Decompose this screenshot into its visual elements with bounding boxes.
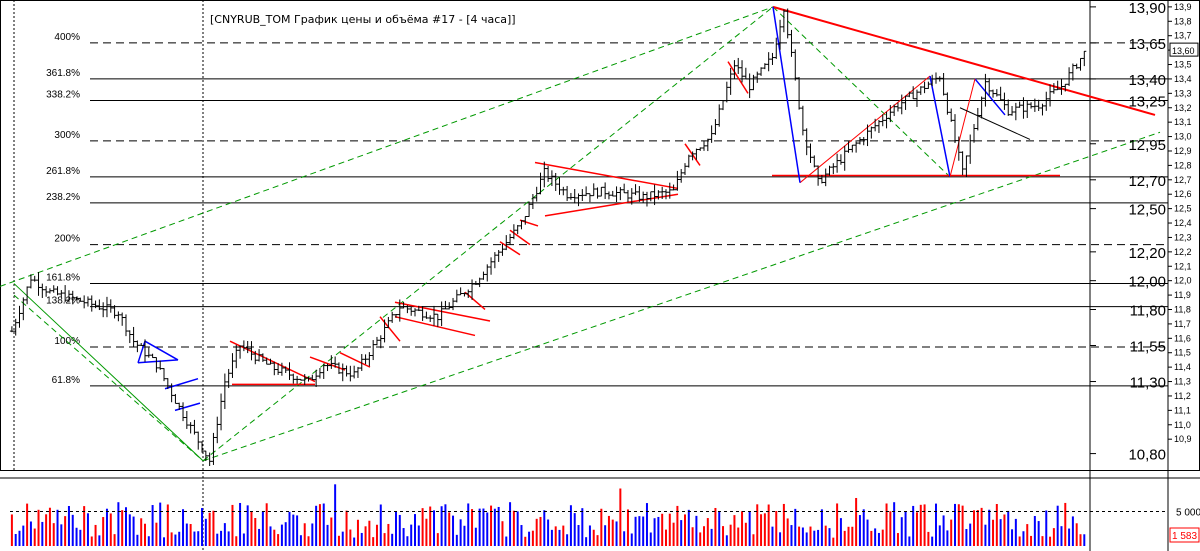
axis-tick-label: 13,3 (1174, 88, 1192, 98)
axis-major-label: 10,80 (1128, 447, 1166, 464)
axis-tick-label: 12,2 (1174, 247, 1192, 257)
axis-major-label: 11,80 (1130, 302, 1166, 319)
fib-level-label: 300% (54, 130, 80, 141)
fib-level-label: 400% (54, 32, 80, 43)
axis-major-label: 13,40 (1128, 72, 1166, 89)
channel-line (13, 283, 204, 462)
pattern-line (534, 161, 679, 190)
axis-major-label: 12,50 (1128, 202, 1166, 219)
channel-line (202, 131, 1161, 462)
axis-tick-label: 12,9 (1174, 146, 1192, 156)
pattern-line (339, 352, 371, 368)
axis-tick-label: 11,8 (1174, 304, 1191, 314)
axis-tick-label: 13,9 (1174, 2, 1192, 12)
chart-title: [CNYRUB_TOM График цены и объёма #17 - [… (210, 13, 516, 26)
pattern-line (727, 61, 749, 94)
axis-tick-label: 13,5 (1174, 60, 1192, 70)
channel-line (0, 6, 774, 287)
axis-tick-label: 13,1 (1174, 117, 1192, 127)
axis-tick-label: 13,7 (1174, 31, 1192, 41)
axis-tick-label: 11,7 (1174, 319, 1191, 329)
axis-tick-label: 11,1 (1174, 405, 1191, 415)
volume-tick-label: 5 000 (1176, 508, 1200, 519)
axis-major-label: 12,20 (1128, 245, 1166, 262)
axis-tick-label: 11,6 (1174, 333, 1191, 343)
last-price-box (1169, 42, 1199, 57)
axis-tick-label: 11,4 (1174, 362, 1191, 372)
axis-tick-label: 13,0 (1174, 132, 1192, 142)
axis-tick-label: 11,0 (1174, 420, 1191, 430)
trend-line (799, 75, 931, 184)
trend-line (959, 107, 1031, 140)
axis-tick-label: 13,8 (1174, 16, 1192, 26)
last-volume-label: 1 583 (1172, 531, 1197, 542)
pattern-line (544, 193, 679, 217)
channel-line (202, 6, 774, 462)
pattern-lines (137, 5, 1156, 412)
axis-major-label: 11,55 (1130, 339, 1166, 356)
price-axis: 13,913,813,713,613,513,413,313,213,113,0… (1090, 0, 1199, 464)
pattern-line (394, 315, 476, 337)
drop-line (929, 75, 951, 178)
drop-line (772, 6, 801, 183)
axis-major-label: 12,95 (1128, 137, 1166, 154)
pattern-line (137, 340, 146, 364)
axis-major-label: 11,30 (1130, 375, 1166, 392)
fib-level-label: 338.2% (46, 90, 80, 101)
trend-line (949, 78, 976, 178)
fib-level-label: 361.8% (46, 68, 80, 79)
last-volume-box (1169, 527, 1200, 543)
trend-channel-lines (0, 6, 1161, 462)
axis-tick-label: 12,5 (1174, 204, 1192, 214)
axis-tick-label: 12,1 (1174, 261, 1192, 271)
channel-line (772, 6, 951, 178)
axis-tick-label: 10,9 (1174, 434, 1192, 444)
axis-major-label: 13,25 (1128, 94, 1166, 111)
pattern-line (394, 301, 491, 322)
axis-tick-label: 12,3 (1174, 232, 1192, 242)
axis-tick-label: 11,5 (1174, 348, 1191, 358)
volume-panel: 5 000 1 583 (10, 484, 1200, 546)
channel-line (13, 294, 204, 462)
price-panel-frame (0, 0, 1200, 471)
axis-tick-label: 12,0 (1174, 276, 1192, 286)
drop-line (974, 78, 1006, 116)
axis-tick-label: 12,6 (1174, 189, 1192, 199)
axis-tick-label: 12,8 (1174, 160, 1192, 170)
fib-level-label: 261.8% (46, 166, 80, 177)
axis-major-label: 13,65 (1128, 36, 1166, 53)
pattern-line (144, 340, 179, 361)
axis-major-label: 12,00 (1128, 274, 1166, 291)
axis-major-label: 13,90 (1128, 0, 1166, 17)
axis-major-label: 12,70 (1128, 173, 1166, 190)
price-bars (9, 8, 1087, 466)
fib-level-label: 200% (54, 234, 80, 245)
axis-tick-label: 12,7 (1174, 175, 1192, 185)
fib-level-label: 238.2% (46, 192, 80, 203)
pattern-line (499, 241, 521, 256)
axis-tick-label: 11,2 (1174, 391, 1191, 401)
axis-tick-label: 11,9 (1174, 290, 1191, 300)
pattern-line (164, 377, 199, 390)
pattern-line (379, 316, 401, 342)
pattern-line (509, 229, 531, 246)
axis-tick-label: 12,4 (1174, 218, 1192, 228)
axis-tick-label: 13,4 (1174, 74, 1192, 84)
resistance-line (772, 5, 1156, 116)
pattern-line (137, 359, 179, 364)
fib-level-label: 61.8% (52, 375, 80, 386)
axis-tick-label: 13,2 (1174, 103, 1192, 113)
fib-level-label: 161.8% (46, 273, 80, 284)
last-price-label: 13,60 (1172, 46, 1195, 56)
fib-level-label: 138.2% (46, 296, 80, 307)
axis-tick-label: 11,3 (1174, 377, 1191, 387)
